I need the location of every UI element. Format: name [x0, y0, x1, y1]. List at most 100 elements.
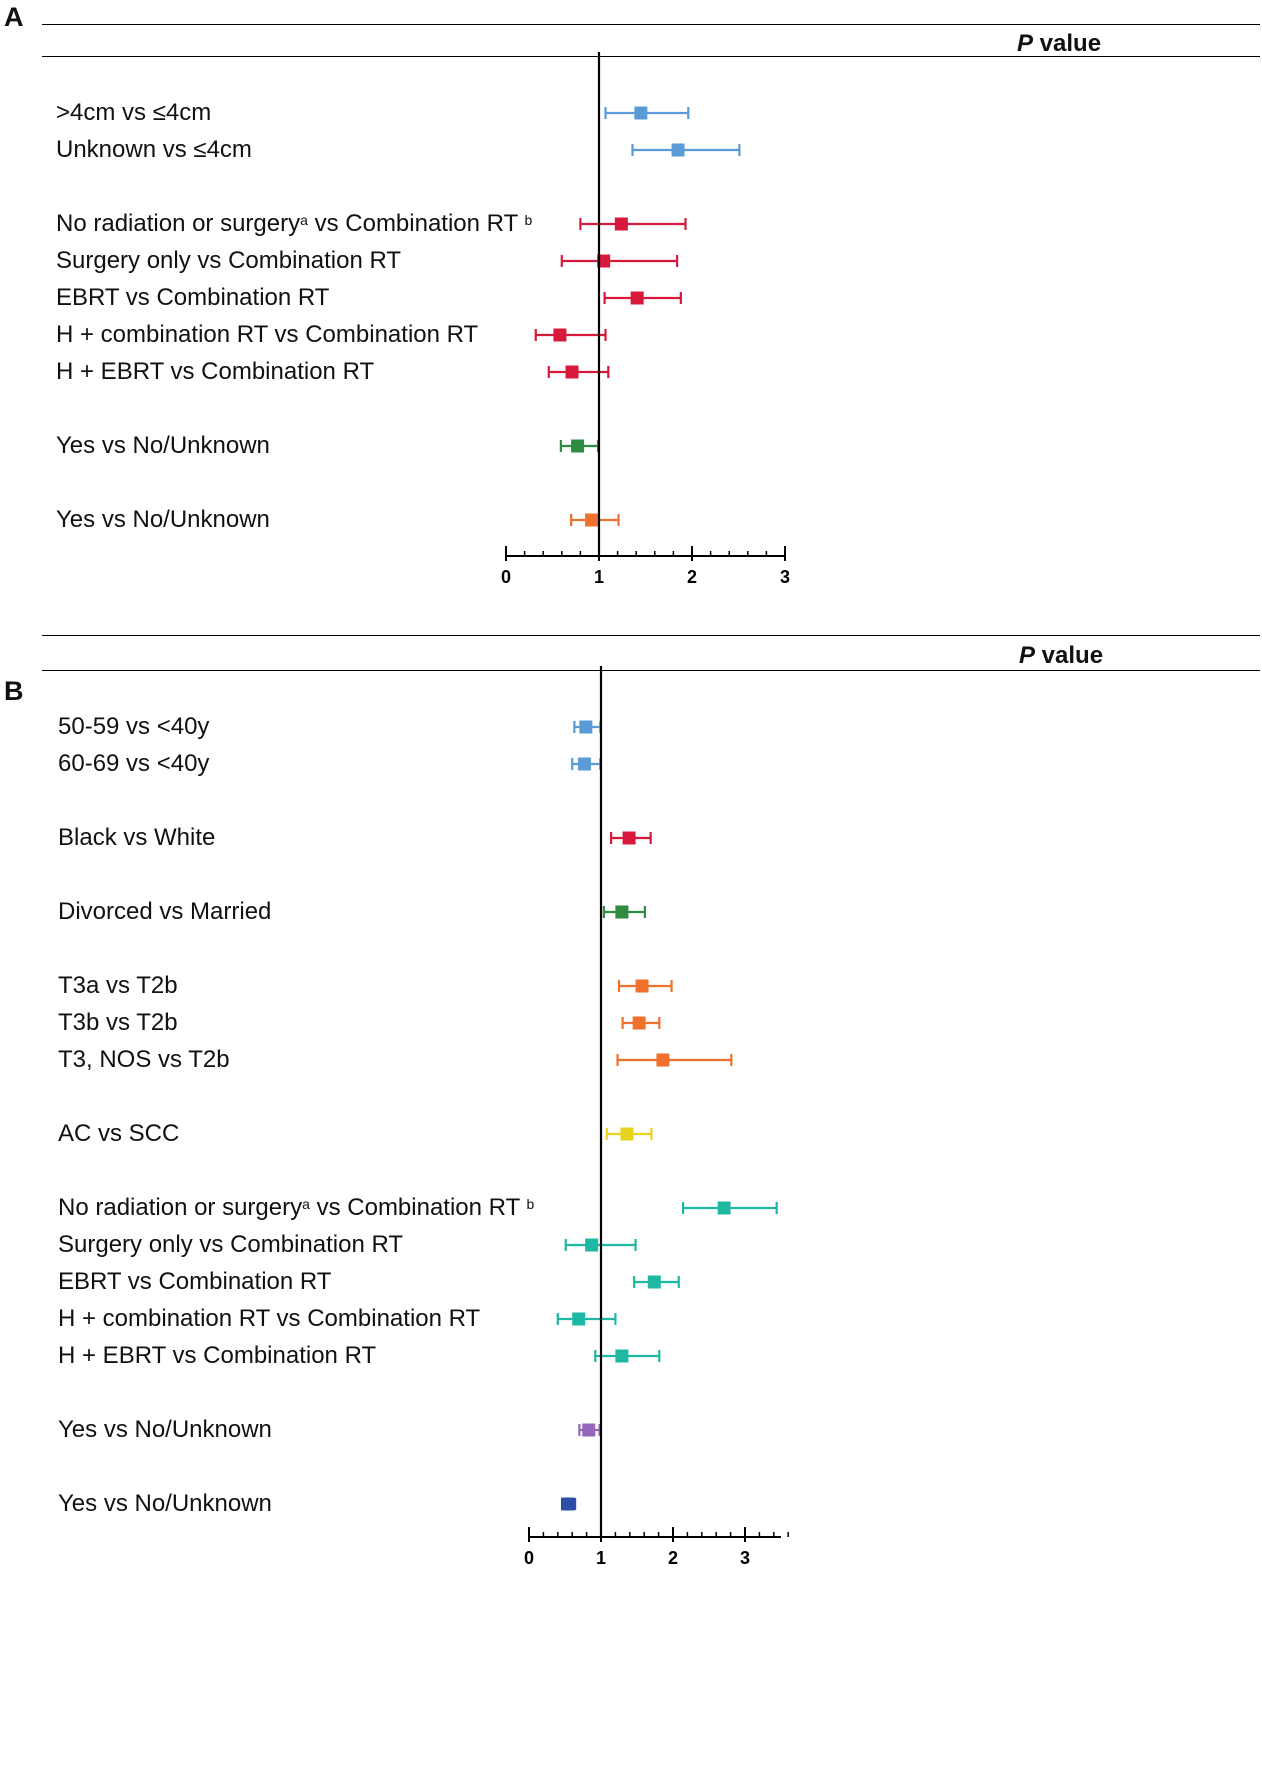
row-label: >4cm vs ≤4cm	[56, 99, 211, 127]
row-label-text: No radiation or surgery	[58, 1194, 303, 1221]
tick-label: 3	[780, 567, 790, 587]
hr-point	[635, 979, 649, 993]
top-rule	[42, 635, 1260, 636]
row-label-text: T3b vs T2b	[58, 1009, 178, 1036]
hr-point	[620, 1127, 634, 1141]
hr-point	[553, 328, 567, 342]
row-label: No radiation or surgerya vs Combination …	[56, 210, 532, 238]
row-label-text: Black vs White	[58, 824, 216, 851]
row-label-text: H + combination RT vs Combination RT	[56, 321, 479, 348]
top-rule	[42, 24, 1260, 25]
hr-point	[634, 106, 648, 120]
row-label: H + EBRT vs Combination RT	[56, 358, 374, 386]
row-label-text: T3a vs T2b	[58, 972, 178, 999]
row-label: Unknown vs ≤4cm	[56, 136, 252, 164]
row-label-text: Yes vs No/Unknown	[56, 432, 270, 459]
hr-point	[561, 1497, 575, 1511]
row-label-text: Divorced vs Married	[58, 898, 272, 925]
row-label-text: 50-59 vs <40y	[58, 713, 210, 740]
row-label: T3a vs T2b	[58, 972, 178, 1000]
hr-point	[565, 365, 579, 379]
hr-point	[622, 831, 636, 845]
forest-plot-svg: 0 1 2 3	[501, 52, 790, 587]
forest-plot-svg: 0 1 2 3	[524, 666, 789, 1568]
panel-letter-b: B	[4, 676, 24, 706]
row-label-text: Surgery only vs Combination RT	[56, 247, 402, 274]
hr-point	[647, 1275, 661, 1289]
hr-point	[571, 439, 585, 453]
tick-label: 2	[687, 567, 697, 587]
hr-point	[615, 905, 629, 919]
row-label: H + combination RT vs Combination RT	[56, 321, 478, 349]
row-label-text: >4cm vs ≤4cm	[56, 99, 212, 126]
hr-point	[671, 143, 685, 157]
hr-point	[717, 1201, 731, 1215]
tick-label: 2	[668, 1548, 678, 1568]
header-p-italic: P	[1019, 642, 1036, 669]
hr-point	[656, 1053, 670, 1067]
row-label-text: H + combination RT vs Combination RT	[58, 1305, 481, 1332]
footnote-marker-a: a	[300, 212, 308, 228]
row-label-text: Yes vs No/Unknown	[56, 506, 270, 533]
row-label: Black vs White	[58, 824, 215, 852]
footnote-marker-a: a	[302, 1196, 310, 1212]
header-p-italic: P	[1017, 30, 1034, 57]
hr-point	[614, 217, 628, 231]
row-label-text: Surgery only vs Combination RT	[58, 1231, 404, 1258]
row-label-text: Yes vs No/Unknown	[58, 1416, 272, 1443]
panel-letter-a: A	[4, 2, 24, 32]
row-label: Yes vs No/Unknown	[58, 1416, 272, 1444]
row-label: Yes vs No/Unknown	[58, 1490, 272, 1518]
row-label: H + combination RT vs Combination RT	[58, 1305, 480, 1333]
hr-point	[585, 513, 599, 527]
row-label: 60-69 vs <40y	[58, 750, 209, 778]
row-label-text: H + EBRT vs Combination RT	[56, 358, 375, 385]
hr-point	[577, 757, 591, 771]
header-rule	[42, 56, 1260, 57]
row-label: Yes vs No/Unknown	[56, 432, 270, 460]
footnote-marker-b: b	[524, 212, 533, 228]
hr-point	[579, 720, 593, 734]
hr-point	[582, 1423, 596, 1437]
hr-point	[597, 254, 611, 268]
row-label: Divorced vs Married	[58, 898, 271, 926]
row-label-text-2: vs Combination RT	[307, 210, 525, 237]
header-p-value: P value	[1019, 642, 1103, 670]
row-label-text: T3, NOS vs T2b	[58, 1046, 230, 1073]
panel-b: B P value 0 1 2 3 50-59 vs <40y 60-69 vs <40y B…	[0, 635, 1262, 1750]
footnote-marker-b: b	[526, 1196, 535, 1212]
hr-point	[632, 1016, 646, 1030]
row-label-text: H + EBRT vs Combination RT	[58, 1342, 377, 1369]
tick-label: 1	[596, 1548, 606, 1568]
row-label: AC vs SCC	[58, 1120, 179, 1148]
row-label: H + EBRT vs Combination RT	[58, 1342, 376, 1370]
hr-point	[630, 291, 644, 305]
row-label-text: Yes vs No/Unknown	[58, 1490, 272, 1517]
tick-label: 0	[524, 1548, 534, 1568]
tick-label: 1	[594, 567, 604, 587]
tick-label: 0	[501, 567, 511, 587]
row-label: EBRT vs Combination RT	[58, 1268, 331, 1296]
header-rule	[42, 670, 1260, 671]
row-label: 50-59 vs <40y	[58, 713, 209, 741]
row-label-text: AC vs SCC	[58, 1120, 180, 1147]
row-label: Yes vs No/Unknown	[56, 506, 270, 534]
row-label: T3, NOS vs T2b	[58, 1046, 230, 1074]
header-p-suffix: value	[1033, 30, 1102, 57]
header-p-value: P value	[1017, 30, 1101, 58]
hr-point	[572, 1312, 586, 1326]
row-label-text-2: vs Combination RT	[309, 1194, 527, 1221]
tick-label: 3	[740, 1548, 750, 1568]
row-label-text: Unknown vs ≤4cm	[56, 136, 252, 163]
row-label-text: 60-69 vs <40y	[58, 750, 210, 777]
header-p-suffix: value	[1035, 642, 1104, 669]
hr-point	[585, 1238, 599, 1252]
row-label: Surgery only vs Combination RT	[56, 247, 401, 275]
row-label: No radiation or surgerya vs Combination …	[58, 1194, 534, 1222]
panel-a: A P value 0 1 2 3 >4cm vs ≤4cm Unknown vs ≤4cm…	[0, 0, 1262, 680]
hr-point	[615, 1349, 629, 1363]
row-label: Surgery only vs Combination RT	[58, 1231, 403, 1259]
row-label: T3b vs T2b	[58, 1009, 178, 1037]
row-label: EBRT vs Combination RT	[56, 284, 329, 312]
row-label-text: No radiation or surgery	[56, 210, 301, 237]
